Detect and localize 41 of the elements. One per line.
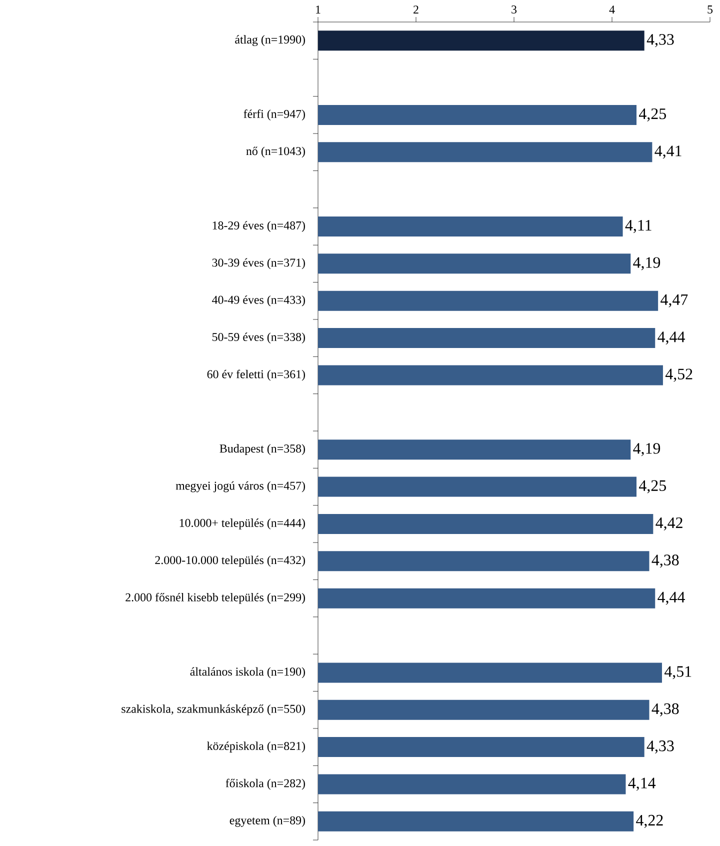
y-tick-label: férfi (n=947) bbox=[244, 109, 305, 120]
data-label: 4,41 bbox=[654, 146, 682, 159]
y-tick-label: 30-39 éves (n=371) bbox=[212, 258, 305, 270]
y-tick-label: egyetem (n=89) bbox=[230, 816, 305, 827]
data-label: 4,42 bbox=[656, 517, 682, 530]
y-tick-label: 40-49 éves (n=433) bbox=[212, 295, 305, 306]
data-label: 4,19 bbox=[633, 257, 660, 270]
data-label: 4,47 bbox=[660, 294, 688, 308]
y-tick-label: Budapest (n=358) bbox=[220, 444, 305, 456]
x-tick-label: 5 bbox=[708, 6, 713, 14]
data-label: 4,38 bbox=[652, 703, 679, 716]
data-label: 4,33 bbox=[646, 740, 674, 754]
x-tick-label: 4 bbox=[609, 6, 615, 14]
y-tick-label: megyei jogú város (n=457) bbox=[176, 481, 305, 492]
y-tick-label: általános iskola (n=190) bbox=[190, 667, 305, 678]
y-tick-label: nő (n=1043) bbox=[246, 146, 305, 158]
y-tick-label: 50-59 éves (n=338) bbox=[212, 332, 305, 344]
data-label: 4,52 bbox=[665, 368, 692, 382]
x-tick-label: 2 bbox=[414, 6, 418, 14]
data-label: 4,25 bbox=[639, 480, 666, 494]
data-label: 4,22 bbox=[636, 814, 663, 828]
y-tick-label: átlag (n=1990) bbox=[235, 35, 305, 46]
data-label: 4,19 bbox=[633, 443, 660, 456]
y-tick-label: 2.000-10.000 település (n=432) bbox=[155, 556, 305, 567]
y-tick-label: főiskola (n=282) bbox=[226, 778, 305, 790]
y-tick-label: 60 év feletti (n=361) bbox=[207, 370, 305, 381]
data-label: 4,44 bbox=[658, 332, 685, 345]
data-label: 4,38 bbox=[652, 554, 679, 568]
y-tick-label: 2.000 fősnél kisebb település (n=299) bbox=[126, 592, 305, 604]
data-label: 4,44 bbox=[658, 592, 685, 605]
data-label: 4,25 bbox=[639, 108, 666, 122]
data-label: 4,33 bbox=[646, 34, 674, 48]
data-label: 4,51 bbox=[664, 666, 692, 680]
x-tick-label: 1 bbox=[316, 6, 320, 14]
data-label: 4,14 bbox=[628, 778, 656, 791]
y-tick-label: 18-29 éves (n=487) bbox=[212, 221, 305, 232]
y-tick-label: középiskola (n=821) bbox=[207, 742, 305, 752]
y-tick-label: 10.000+ település (n=444) bbox=[180, 518, 305, 530]
y-tick-label: szakiskola, szakmunkásképző (n=550) bbox=[122, 704, 305, 716]
data-label: 4,11 bbox=[625, 220, 652, 233]
x-tick-label: 3 bbox=[512, 5, 517, 14]
